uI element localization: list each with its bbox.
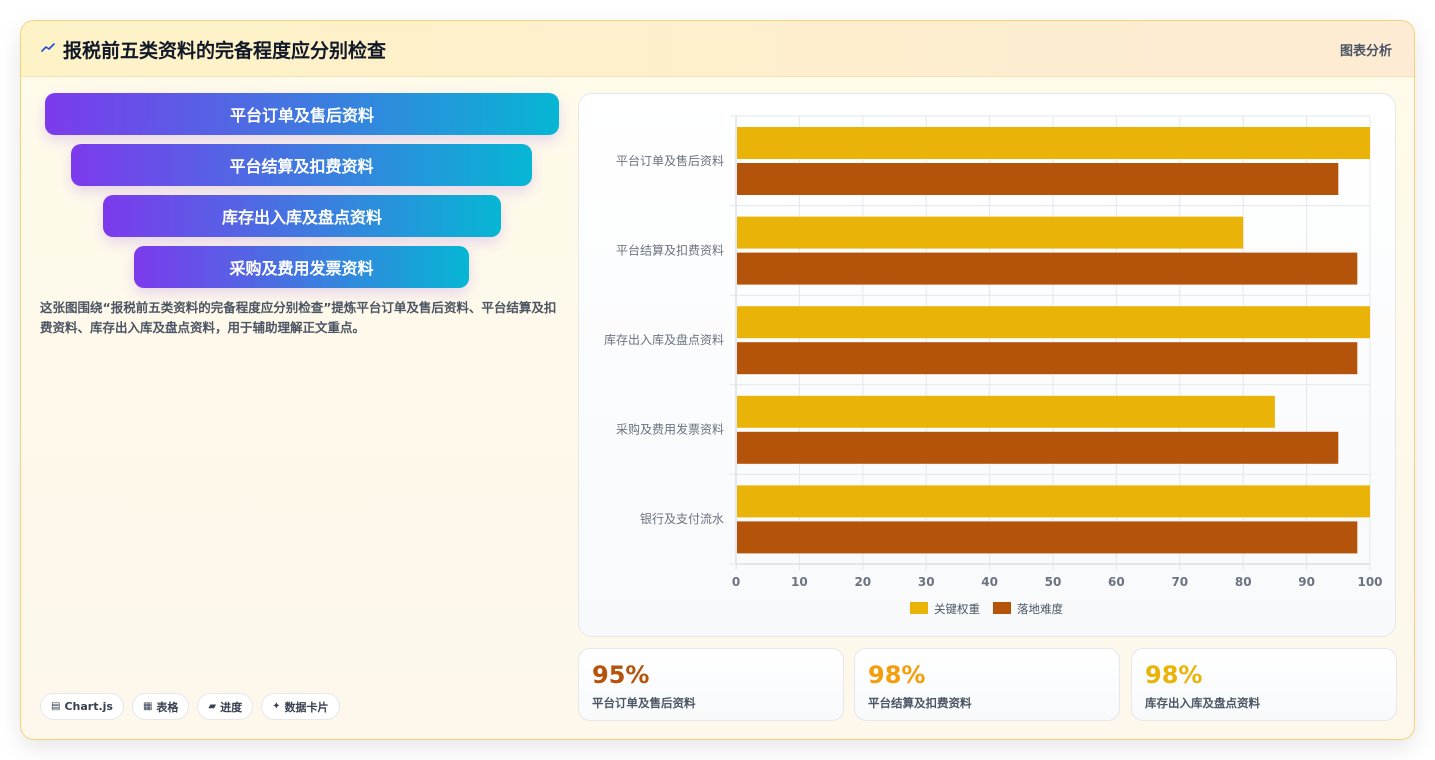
x-tick-label: 80 <box>1235 575 1252 589</box>
funnel-step: 库存出入库及盘点资料 <box>103 195 501 237</box>
chip-table[interactable]: ▦ 表格 <box>131 693 190 720</box>
category-label: 银行及支付流水 <box>640 512 724 526</box>
funnel-step-label: 平台结算及扣费资料 <box>229 157 374 176</box>
funnel-step: 平台订单及售后资料 <box>45 93 559 135</box>
chip-progress[interactable]: ▰ 进度 <box>197 693 254 720</box>
bar <box>737 216 1244 249</box>
stat-card: 98% 库存出入库及盘点资料 <box>1131 648 1397 721</box>
bar <box>737 252 1358 285</box>
header: 报税前五类资料的完备程度应分别检查 图表分析 <box>21 21 1414 77</box>
bar <box>737 431 1339 464</box>
legend-label: 关键权重 <box>934 602 980 616</box>
bar <box>737 395 1275 428</box>
main-card: 报税前五类资料的完备程度应分别检查 图表分析 平台订单及售后资料 平台结算及扣费… <box>20 20 1415 740</box>
table-icon: ▦ <box>142 701 153 712</box>
x-tick-label: 20 <box>854 575 871 589</box>
bar <box>737 485 1370 518</box>
chart-icon: ▤ <box>51 701 61 712</box>
trend-icon <box>41 43 55 52</box>
stat-value: 98% <box>1145 661 1203 689</box>
legend-swatch <box>910 602 928 614</box>
x-tick-label: 0 <box>732 575 740 589</box>
x-tick-label: 40 <box>981 575 998 589</box>
x-tick-label: 10 <box>791 575 808 589</box>
funnel-step-label: 库存出入库及盘点资料 <box>221 208 382 227</box>
stat-value: 98% <box>868 661 926 689</box>
chip-chartjs[interactable]: ▤ Chart.js <box>40 693 124 720</box>
stat-value: 95% <box>592 661 650 689</box>
legend-label: 落地难度 <box>1017 602 1063 616</box>
chip-label: 数据卡片 <box>284 700 329 714</box>
category-label: 平台订单及售后资料 <box>616 153 724 168</box>
x-tick-label: 30 <box>918 575 935 589</box>
funnel-step: 平台结算及扣费资料 <box>71 144 532 186</box>
category-label: 采购及费用发票资料 <box>616 422 724 437</box>
stat-label: 平台订单及售后资料 <box>592 696 696 710</box>
stat-card: 95% 平台订单及售后资料 <box>578 648 844 721</box>
x-tick-label: 100 <box>1357 575 1382 589</box>
legend-swatch <box>993 602 1011 614</box>
stat-card: 98% 平台结算及扣费资料 <box>854 648 1120 721</box>
funnel-step: 采购及费用发票资料 <box>134 246 469 288</box>
bar <box>737 521 1358 554</box>
chart-panel: 平台订单及售后资料 平台结算及扣费资料库存出入库及盘点资料采购及费用发票资料银行及… <box>578 93 1396 637</box>
stat-label: 平台结算及扣费资料 <box>868 696 972 710</box>
stat-label: 库存出入库及盘点资料 <box>1145 696 1260 710</box>
chip-label: 表格 <box>156 700 179 714</box>
chip-row: ▤ Chart.js ▦ 表格 ▰ 进度 ✦ 数据卡片 <box>40 693 340 720</box>
funnel-step-label: 平台订单及售后资料 <box>229 106 374 125</box>
bar <box>737 127 1370 159</box>
bar-chart: 平台订单及售后资料平台结算及扣费资料库存出入库及盘点资料采购及费用发票资料银行及… <box>604 115 1383 616</box>
chip-data-card[interactable]: ✦ 数据卡片 <box>261 693 340 720</box>
chip-label: 进度 <box>220 700 243 714</box>
bar <box>737 163 1339 195</box>
category-label: 平台结算及扣费资料 <box>616 242 724 257</box>
chip-label: Chart.js <box>64 700 113 713</box>
description-text: 这张图围绕“报税前五类资料的完备程度应分别检查”提炼平台订单及售后资料、平台结算… <box>40 300 557 335</box>
x-tick-label: 90 <box>1298 575 1315 589</box>
x-tick-label: 50 <box>1045 575 1062 589</box>
x-tick-label: 60 <box>1108 575 1125 589</box>
chart-analysis-label: 图表分析 <box>1339 44 1392 59</box>
progress-icon: ▰ <box>208 701 217 712</box>
category-label: 库存出入库及盘点资料 <box>604 332 724 347</box>
page-title: 报税前五类资料的完备程度应分别检查 <box>63 40 387 62</box>
bar <box>737 342 1358 375</box>
sparkle-icon: ✦ <box>272 701 281 712</box>
funnel-step-label: 采购及费用发票资料 <box>229 259 374 278</box>
bar <box>737 306 1370 339</box>
x-tick-label: 70 <box>1171 575 1188 589</box>
